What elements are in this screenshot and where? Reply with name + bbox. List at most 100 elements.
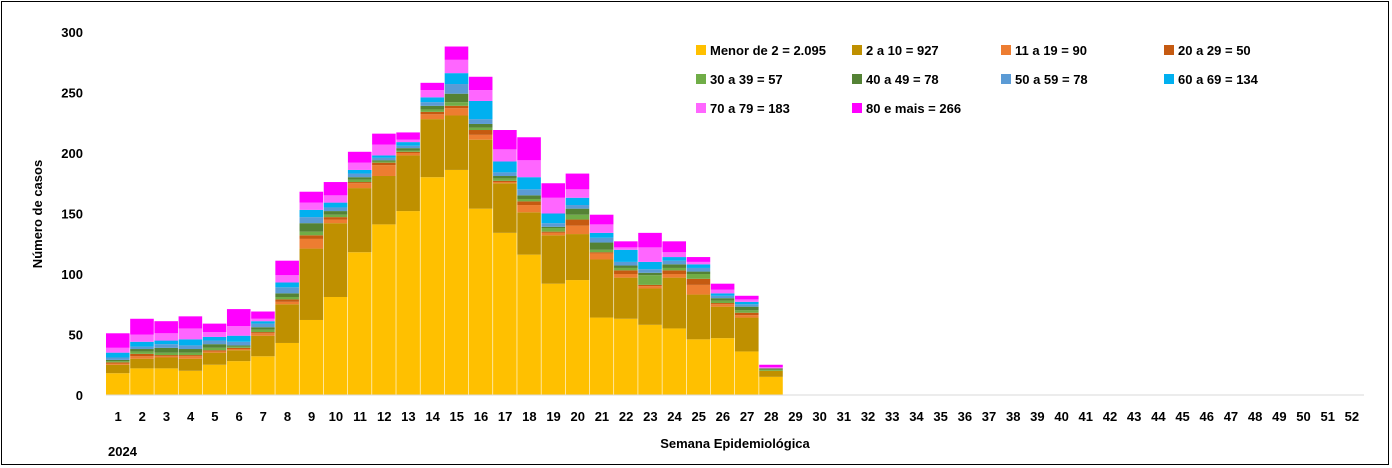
bar-segment bbox=[517, 201, 541, 206]
x-tick-label: 43 bbox=[1127, 409, 1141, 424]
bar-segment bbox=[130, 356, 154, 359]
bar-segment bbox=[275, 342, 299, 395]
bar-segment bbox=[614, 277, 638, 319]
bar-segment bbox=[130, 358, 154, 369]
legend-label: 11 a 19 = 90 bbox=[1015, 43, 1087, 58]
bar-segment bbox=[686, 294, 711, 340]
legend-label: Menor de 2 = 2.095 bbox=[710, 43, 826, 58]
bar-segment bbox=[444, 84, 469, 94]
bar-segment bbox=[710, 298, 735, 301]
bar-segment bbox=[396, 150, 420, 152]
bar-segment bbox=[662, 270, 687, 274]
bar-segment bbox=[299, 319, 324, 395]
bar-segment bbox=[106, 359, 130, 362]
bar-segment bbox=[686, 339, 711, 395]
x-tick-label: 9 bbox=[308, 409, 315, 424]
bar-segment bbox=[106, 362, 130, 364]
bar-segment bbox=[589, 253, 614, 260]
bar-segment bbox=[541, 235, 566, 284]
bar-segment bbox=[468, 119, 493, 124]
bar-segment bbox=[178, 345, 203, 350]
legend-label: 60 a 69 = 134 bbox=[1178, 72, 1259, 87]
bar-segment bbox=[299, 217, 324, 224]
bar-segment bbox=[517, 160, 541, 178]
bar-segment bbox=[541, 226, 566, 229]
bar-segment bbox=[686, 278, 711, 285]
bar-segment bbox=[517, 205, 541, 213]
bar-segment bbox=[372, 160, 396, 162]
x-tick-label: 3 bbox=[163, 409, 170, 424]
bar-segment bbox=[154, 355, 178, 357]
legend-label: 2 a 10 = 927 bbox=[866, 43, 939, 58]
bar-segment bbox=[735, 295, 759, 300]
bar-segment bbox=[468, 123, 493, 128]
bar-segment bbox=[420, 97, 445, 103]
bar-segment bbox=[323, 214, 348, 218]
bar-segment bbox=[493, 178, 517, 181]
bar-segment bbox=[493, 180, 517, 183]
bar-segment bbox=[372, 165, 396, 176]
bar-segment bbox=[154, 344, 178, 348]
bar-segment bbox=[106, 364, 130, 374]
bar-segment bbox=[420, 102, 445, 106]
bar-segment bbox=[396, 155, 420, 212]
bar-segment bbox=[178, 355, 203, 357]
bar-segment bbox=[323, 195, 348, 203]
bar-segment bbox=[396, 142, 420, 146]
x-tick-label: 41 bbox=[1079, 409, 1093, 424]
bar-segment bbox=[106, 361, 130, 363]
legend-label: 20 a 29 = 50 bbox=[1178, 43, 1251, 58]
bar-segment bbox=[468, 76, 493, 91]
bar-segment bbox=[323, 211, 348, 215]
bar-segment bbox=[299, 235, 324, 239]
bar-segment bbox=[372, 224, 396, 395]
bar-segment bbox=[226, 309, 251, 327]
bar-segment bbox=[614, 261, 638, 266]
bar-segment bbox=[323, 296, 348, 395]
legend-label: 40 a 49 = 78 bbox=[866, 72, 939, 87]
bar-segment bbox=[735, 304, 759, 307]
bar-segment bbox=[226, 361, 251, 395]
bar-segment bbox=[420, 114, 445, 120]
bar-segment bbox=[226, 345, 251, 347]
bar-segment bbox=[589, 317, 614, 395]
bar-segment bbox=[275, 299, 299, 302]
bar-segment bbox=[735, 351, 759, 395]
y-tick-label: 150 bbox=[61, 207, 83, 222]
bar-segment bbox=[444, 93, 469, 103]
bar-segment bbox=[686, 267, 711, 272]
x-tick-label: 50 bbox=[1296, 409, 1310, 424]
bar-segment bbox=[130, 318, 154, 335]
bar-segment bbox=[178, 356, 203, 359]
bar-segment bbox=[202, 352, 227, 365]
bar-segment bbox=[735, 317, 759, 352]
bar-segment bbox=[517, 177, 541, 190]
bar-segment bbox=[710, 304, 735, 307]
bar-segment bbox=[638, 288, 662, 325]
bar-segment bbox=[493, 182, 517, 184]
bar-segment bbox=[638, 324, 662, 395]
y-tick-label: 50 bbox=[69, 328, 83, 343]
bar-segment bbox=[396, 211, 420, 395]
bar-segment bbox=[686, 261, 711, 265]
bar-segment bbox=[444, 105, 469, 109]
bar-segment bbox=[154, 333, 178, 341]
bar-segment bbox=[299, 191, 324, 203]
x-tick-label: 14 bbox=[425, 409, 440, 424]
bar-segment bbox=[347, 188, 372, 253]
bar-segment bbox=[420, 105, 445, 110]
bar-segment bbox=[275, 304, 299, 343]
bar-segment bbox=[759, 368, 783, 370]
x-tick-label: 5 bbox=[211, 409, 218, 424]
x-tick-label: 12 bbox=[377, 409, 391, 424]
bar-segment bbox=[130, 346, 154, 350]
legend-swatch bbox=[1164, 74, 1174, 84]
x-tick-label: 23 bbox=[643, 409, 657, 424]
x-tick-label: 18 bbox=[522, 409, 536, 424]
bar-segment bbox=[638, 275, 662, 285]
bar-segment bbox=[323, 219, 348, 224]
bar-segment bbox=[589, 249, 614, 253]
bar-segment bbox=[759, 370, 783, 377]
bar-segment bbox=[226, 326, 251, 336]
